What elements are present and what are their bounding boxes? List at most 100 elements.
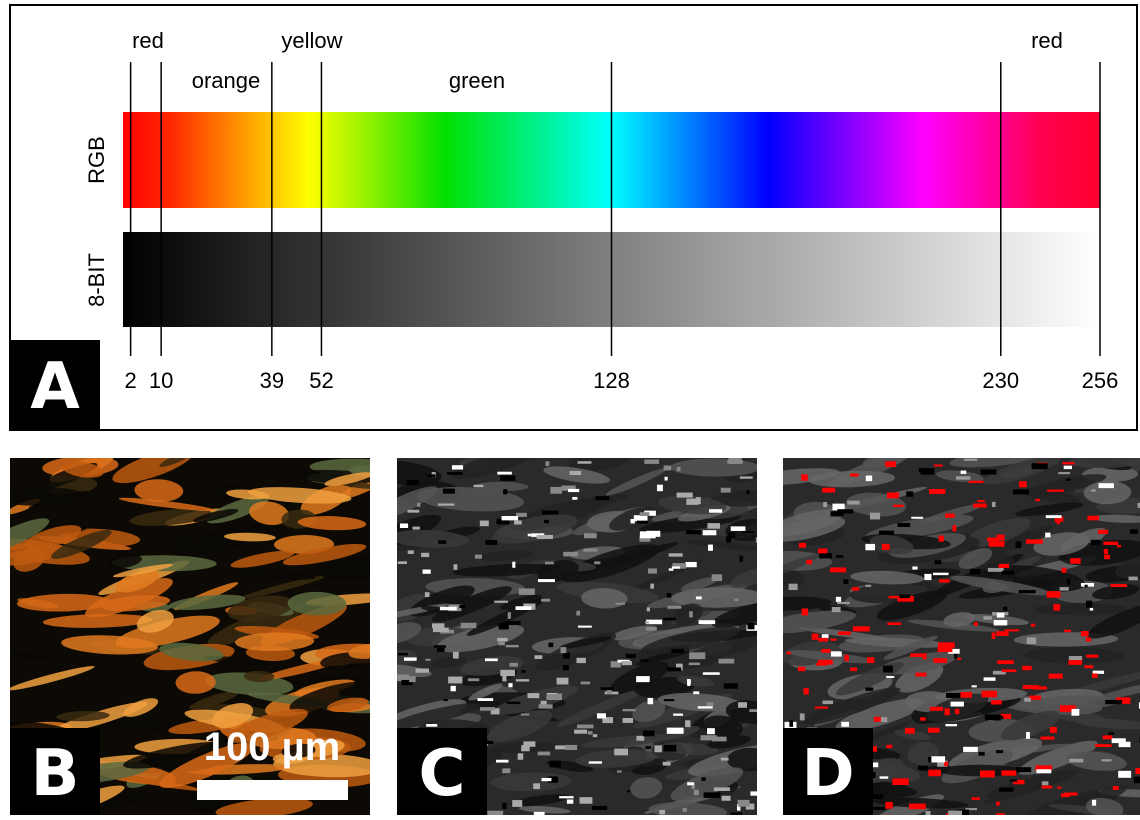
color-name: red bbox=[132, 28, 164, 53]
texture bbox=[1070, 558, 1080, 563]
texture bbox=[925, 811, 930, 815]
texture bbox=[756, 537, 767, 542]
texture bbox=[712, 737, 727, 742]
tick-label: 39 bbox=[260, 368, 284, 393]
texture bbox=[565, 745, 577, 750]
texture bbox=[480, 707, 495, 711]
texture bbox=[689, 611, 693, 617]
texture bbox=[964, 459, 977, 461]
texture bbox=[1062, 568, 1067, 573]
texture bbox=[841, 722, 849, 727]
texture bbox=[1117, 545, 1121, 548]
texture bbox=[1026, 732, 1030, 739]
texture bbox=[480, 521, 489, 527]
texture bbox=[981, 469, 997, 474]
texture bbox=[915, 673, 926, 677]
texture bbox=[1103, 735, 1113, 739]
texture bbox=[459, 605, 465, 608]
texture bbox=[718, 659, 734, 664]
texture bbox=[589, 761, 602, 763]
panel-letter: A bbox=[30, 350, 80, 424]
texture bbox=[1104, 555, 1110, 560]
texture bbox=[468, 678, 479, 681]
texture bbox=[728, 533, 735, 538]
texture bbox=[1013, 489, 1029, 494]
texture bbox=[972, 797, 980, 800]
texture bbox=[996, 750, 1003, 753]
texture bbox=[957, 658, 961, 660]
texture bbox=[885, 461, 896, 467]
texture bbox=[906, 491, 913, 496]
texture bbox=[516, 606, 532, 610]
texture bbox=[800, 713, 805, 720]
texture bbox=[498, 641, 505, 645]
texture bbox=[659, 810, 665, 814]
panel-letter: D bbox=[801, 737, 854, 811]
scale-bar bbox=[197, 780, 348, 800]
texture bbox=[954, 654, 957, 659]
texture bbox=[865, 585, 871, 587]
tick-label: 230 bbox=[982, 368, 1019, 393]
texture bbox=[506, 645, 519, 647]
texture bbox=[865, 544, 875, 550]
texture bbox=[503, 489, 507, 494]
texture bbox=[408, 550, 414, 554]
texture bbox=[696, 497, 701, 504]
texture bbox=[912, 566, 917, 569]
texture bbox=[889, 596, 899, 599]
texture bbox=[669, 553, 683, 556]
texture bbox=[920, 717, 926, 720]
texture bbox=[1081, 631, 1089, 636]
texture bbox=[984, 677, 996, 680]
texture bbox=[461, 623, 477, 628]
texture bbox=[568, 489, 579, 492]
texture bbox=[997, 660, 1013, 664]
texture bbox=[945, 514, 955, 518]
texture bbox=[918, 766, 928, 770]
texture bbox=[452, 465, 463, 469]
texture bbox=[747, 623, 754, 629]
texture bbox=[497, 472, 512, 475]
texture bbox=[812, 634, 819, 640]
texture bbox=[404, 657, 417, 660]
texture bbox=[928, 728, 940, 733]
texture bbox=[447, 472, 463, 475]
texture bbox=[1041, 737, 1055, 740]
texture bbox=[706, 702, 713, 706]
texture bbox=[576, 658, 585, 663]
texture bbox=[1042, 781, 1049, 785]
texture bbox=[664, 465, 672, 470]
texture bbox=[844, 655, 848, 661]
texture bbox=[853, 626, 870, 631]
texture bbox=[574, 730, 587, 734]
texture bbox=[930, 707, 943, 711]
texture bbox=[823, 502, 827, 507]
texture bbox=[423, 570, 431, 574]
texture bbox=[999, 788, 1013, 792]
texture bbox=[721, 488, 731, 493]
texture bbox=[712, 574, 722, 581]
texture bbox=[850, 473, 858, 476]
texture bbox=[951, 702, 964, 707]
texture bbox=[746, 490, 749, 494]
texture bbox=[1023, 685, 1039, 689]
texture bbox=[663, 618, 676, 621]
tick-label: 256 bbox=[1082, 368, 1119, 393]
texture bbox=[818, 660, 833, 665]
texture bbox=[577, 725, 593, 729]
texture bbox=[897, 523, 910, 527]
texture bbox=[594, 561, 600, 564]
texture bbox=[1066, 478, 1070, 480]
texture bbox=[905, 728, 915, 734]
texture bbox=[1113, 786, 1119, 790]
texture bbox=[689, 652, 705, 659]
texture bbox=[980, 770, 995, 777]
texture bbox=[948, 811, 962, 815]
texture bbox=[880, 717, 887, 722]
texture bbox=[438, 503, 455, 505]
texture bbox=[1099, 483, 1114, 488]
texture bbox=[537, 535, 553, 539]
texture bbox=[640, 512, 650, 516]
texture bbox=[545, 461, 549, 466]
texture bbox=[426, 724, 437, 727]
